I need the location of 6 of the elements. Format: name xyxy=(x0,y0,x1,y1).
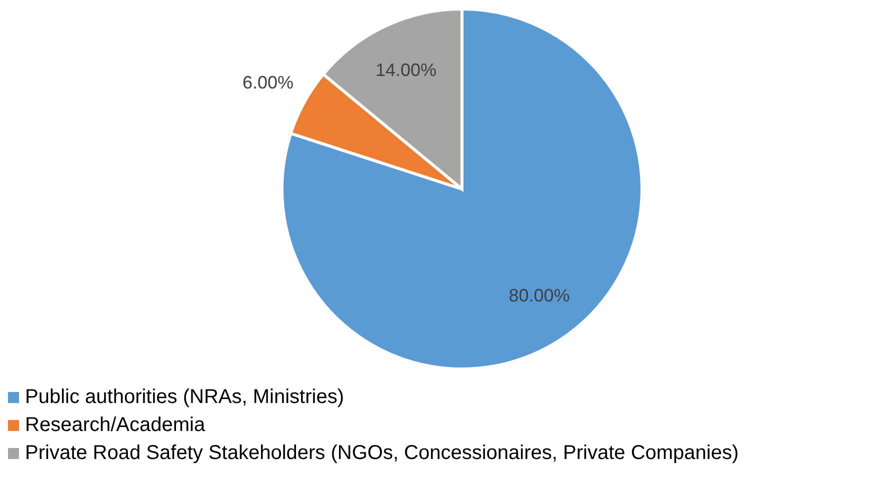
legend-label: Research/Academia xyxy=(25,413,206,438)
data-label: 14.00% xyxy=(376,60,437,80)
data-label: 80.00% xyxy=(508,285,570,306)
legend-label: Public authorities (NRAs, Ministries) xyxy=(25,385,344,410)
legend-label: Private Road Safety Stakeholders (NGOs, Concessionaires, Private Companies) xyxy=(25,441,739,466)
data-label: 6.00% xyxy=(242,72,294,92)
